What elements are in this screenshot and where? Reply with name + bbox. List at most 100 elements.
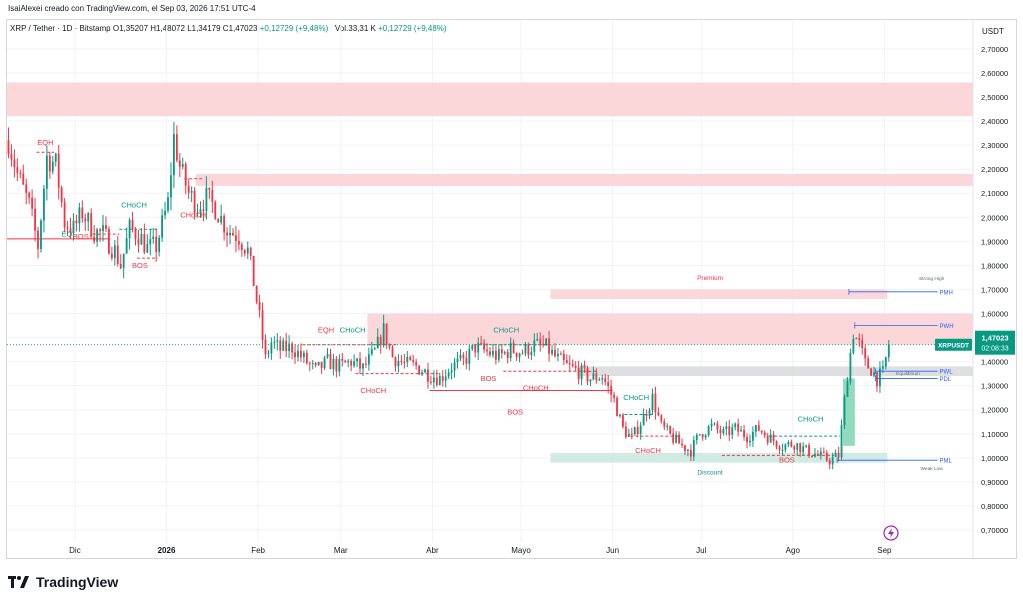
candle-body[interactable] bbox=[772, 434, 775, 442]
candle-body[interactable] bbox=[438, 376, 441, 386]
candle-body[interactable] bbox=[527, 344, 530, 355]
candle-body[interactable] bbox=[16, 167, 19, 173]
candle-body[interactable] bbox=[84, 218, 87, 222]
candle-body[interactable] bbox=[497, 349, 500, 360]
candle-body[interactable] bbox=[766, 435, 769, 443]
candle-body[interactable] bbox=[639, 425, 642, 434]
candle-body[interactable] bbox=[592, 373, 595, 380]
candle-body[interactable] bbox=[707, 426, 710, 436]
candle-body[interactable] bbox=[689, 449, 692, 457]
candle-body[interactable] bbox=[113, 245, 116, 258]
candle-body[interactable] bbox=[477, 342, 480, 353]
candle-body[interactable] bbox=[846, 381, 849, 397]
candle-body[interactable] bbox=[13, 159, 16, 168]
candle-body[interactable] bbox=[651, 393, 654, 411]
candle-body[interactable] bbox=[828, 460, 831, 465]
candle-body[interactable] bbox=[235, 235, 237, 241]
candle-body[interactable] bbox=[237, 240, 240, 245]
candle-body[interactable] bbox=[391, 346, 394, 358]
candle-body[interactable] bbox=[825, 452, 828, 461]
candle-body[interactable] bbox=[669, 426, 672, 434]
candle-body[interactable] bbox=[430, 381, 432, 383]
candle-body[interactable] bbox=[261, 310, 264, 340]
candle-body[interactable] bbox=[45, 155, 48, 189]
candle-body[interactable] bbox=[403, 362, 406, 364]
candle-body[interactable] bbox=[763, 432, 766, 436]
candle-body[interactable] bbox=[710, 423, 713, 427]
candle-body[interactable] bbox=[54, 153, 57, 162]
candle-body[interactable] bbox=[394, 357, 397, 367]
candle-body[interactable] bbox=[155, 236, 158, 252]
candle-body[interactable] bbox=[208, 187, 211, 190]
candle-body[interactable] bbox=[861, 339, 864, 349]
candle-body[interactable] bbox=[571, 364, 574, 366]
candle-body[interactable] bbox=[43, 188, 45, 221]
candle-body[interactable] bbox=[432, 377, 435, 383]
candle-body[interactable] bbox=[362, 363, 364, 369]
candle-body[interactable] bbox=[282, 340, 285, 351]
candle-body[interactable] bbox=[347, 360, 350, 363]
candle-body[interactable] bbox=[489, 351, 491, 356]
candle-body[interactable] bbox=[308, 363, 311, 365]
candle-body[interactable] bbox=[137, 238, 140, 245]
candle-body[interactable] bbox=[453, 362, 456, 371]
candle-body[interactable] bbox=[78, 207, 81, 224]
candle-body[interactable] bbox=[864, 348, 867, 359]
candle-body[interactable] bbox=[622, 414, 624, 427]
candle-body[interactable] bbox=[518, 353, 521, 357]
candle-body[interactable] bbox=[332, 358, 335, 370]
candle-body[interactable] bbox=[226, 232, 228, 236]
candle-body[interactable] bbox=[335, 358, 338, 372]
candle-body[interactable] bbox=[285, 340, 288, 352]
candle-body[interactable] bbox=[252, 255, 255, 287]
candle-body[interactable] bbox=[87, 213, 90, 222]
candle-body[interactable] bbox=[51, 161, 54, 172]
candle-body[interactable] bbox=[214, 201, 217, 219]
candle-body[interactable] bbox=[37, 230, 39, 250]
candle-body[interactable] bbox=[589, 379, 592, 382]
candle-body[interactable] bbox=[441, 376, 444, 381]
candle-body[interactable] bbox=[754, 425, 757, 432]
candle-body[interactable] bbox=[196, 212, 199, 214]
candle-body[interactable] bbox=[494, 350, 497, 360]
candle-body[interactable] bbox=[193, 190, 196, 213]
candle-body[interactable] bbox=[385, 323, 388, 345]
candle-body[interactable] bbox=[545, 338, 548, 346]
candle-body[interactable] bbox=[300, 350, 302, 358]
candle-body[interactable] bbox=[887, 344, 890, 358]
candle-body[interactable] bbox=[232, 232, 234, 236]
candle-body[interactable] bbox=[66, 227, 69, 229]
candle-body[interactable] bbox=[28, 192, 31, 198]
candle-body[interactable] bbox=[822, 451, 825, 453]
candle-body[interactable] bbox=[353, 361, 356, 366]
candle-body[interactable] bbox=[152, 236, 155, 240]
candle-body[interactable] bbox=[619, 414, 621, 417]
candle-body[interactable] bbox=[311, 362, 314, 364]
candle-body[interactable] bbox=[19, 172, 22, 174]
candle-body[interactable] bbox=[314, 362, 317, 366]
candle-body[interactable] bbox=[722, 429, 725, 434]
candle-body[interactable] bbox=[400, 360, 403, 363]
candle-body[interactable] bbox=[474, 345, 477, 353]
candle-body[interactable] bbox=[834, 452, 837, 457]
candle-body[interactable] bbox=[128, 219, 131, 239]
candle-body[interactable] bbox=[305, 352, 308, 364]
candle-body[interactable] bbox=[613, 394, 615, 398]
candle-body[interactable] bbox=[170, 175, 172, 198]
candle-body[interactable] bbox=[187, 185, 190, 193]
candle-body[interactable] bbox=[367, 354, 370, 365]
candle-body[interactable] bbox=[624, 426, 627, 437]
candle-body[interactable] bbox=[483, 343, 486, 350]
candle-body[interactable] bbox=[678, 434, 680, 444]
candle-body[interactable] bbox=[604, 378, 607, 382]
candle-body[interactable] bbox=[737, 423, 740, 432]
candle-body[interactable] bbox=[648, 410, 651, 417]
candle-body[interactable] bbox=[716, 423, 719, 430]
candle-body[interactable] bbox=[601, 378, 604, 380]
candle-body[interactable] bbox=[636, 427, 639, 434]
candle-body[interactable] bbox=[746, 437, 748, 443]
candle-body[interactable] bbox=[406, 356, 409, 363]
candle-body[interactable] bbox=[740, 429, 743, 432]
candle-body[interactable] bbox=[692, 440, 695, 457]
candle-body[interactable] bbox=[796, 443, 799, 450]
